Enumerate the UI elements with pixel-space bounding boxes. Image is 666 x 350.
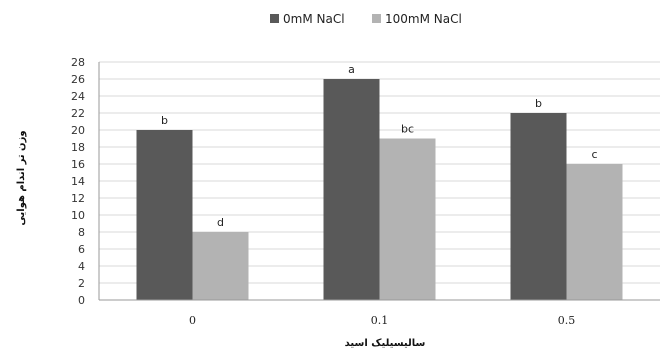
bar-series1-2	[510, 113, 567, 300]
bar-significance-label: b	[535, 97, 542, 110]
bar-significance-label: b	[161, 114, 168, 127]
bar-significance-label: c	[591, 148, 597, 161]
legend: 0mM NaCl 100mM NaCl	[270, 12, 462, 26]
legend-swatch	[270, 14, 279, 23]
x-tick-label: 0.1	[371, 314, 389, 327]
x-tick-label: 0	[189, 314, 196, 327]
legend-entry: 0mM NaCl	[283, 12, 345, 26]
bar-series1-0	[136, 130, 193, 300]
x-axis-label: سالیسیلیک اسید	[345, 338, 426, 349]
y-tick-label: 18	[71, 141, 85, 154]
bar-series2-2	[566, 164, 623, 300]
y-tick-label: 28	[71, 56, 85, 69]
bar-significance-label: d	[217, 216, 224, 229]
y-tick-label: 14	[71, 175, 85, 188]
y-tick-label: 26	[71, 73, 85, 86]
bar-significance-label: bc	[401, 123, 414, 136]
y-axis-label: وزن تر اندام هوایی	[16, 130, 27, 225]
x-tick-label: 0.5	[558, 314, 576, 327]
bar-series2-0	[192, 232, 249, 300]
y-tick-label: 12	[71, 192, 85, 205]
y-tick-label: 4	[78, 260, 85, 273]
legend-swatch	[372, 14, 381, 23]
y-tick-label: 16	[71, 158, 85, 171]
legend-entry: 100mM NaCl	[385, 12, 462, 26]
y-tick-label: 10	[71, 209, 85, 222]
y-tick-label: 22	[71, 107, 85, 120]
y-tick-label: 24	[71, 90, 85, 103]
bar-significance-label: a	[348, 63, 355, 76]
y-tick-label: 20	[71, 124, 85, 137]
y-tick-label: 0	[78, 294, 85, 307]
bar-series1-1	[323, 79, 380, 300]
y-tick-label: 6	[78, 243, 85, 256]
bar-series2-1	[379, 138, 436, 300]
y-tick-label: 2	[78, 277, 85, 290]
y-tick-label: 8	[78, 226, 85, 239]
